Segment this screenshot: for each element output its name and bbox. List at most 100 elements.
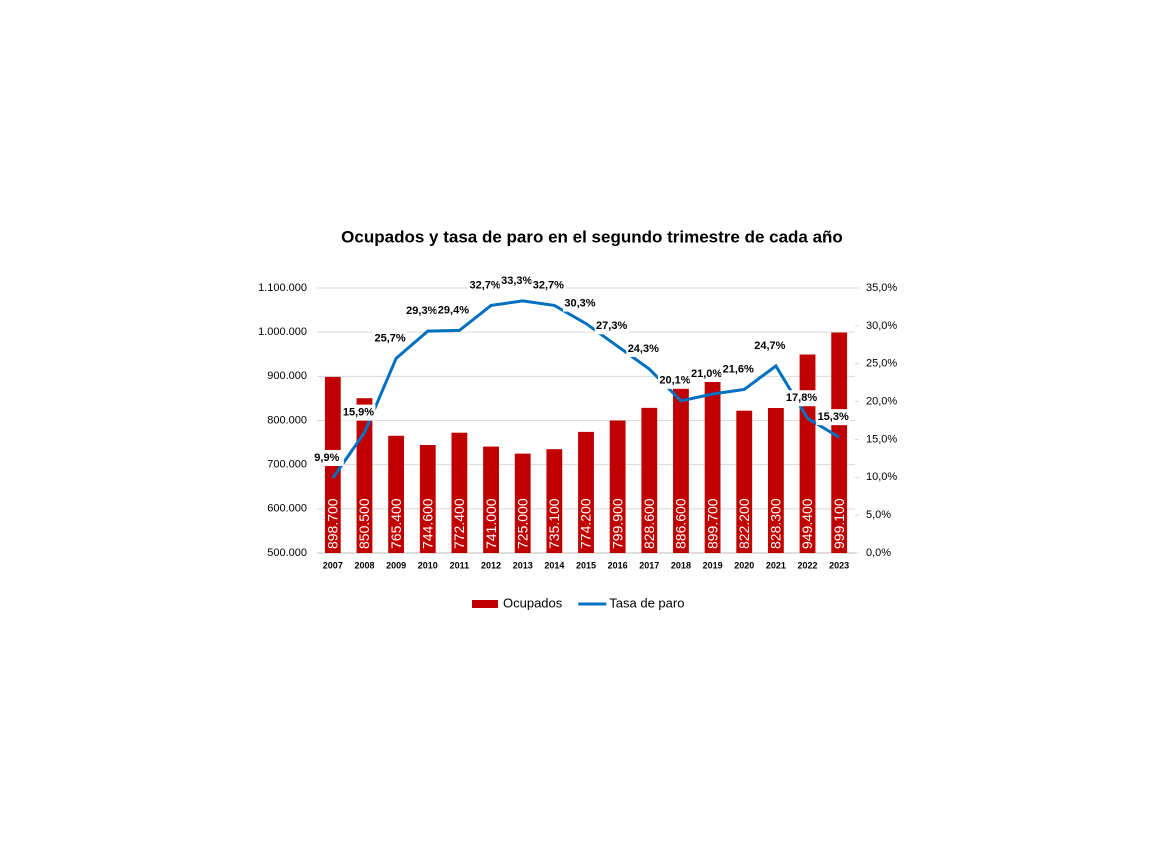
y2-tick-label: 35,0% [866, 282, 897, 294]
chart-title: Ocupados y tasa de paro en el segundo tr… [341, 227, 843, 246]
line-value-label: 9,9% [314, 452, 339, 464]
bar [483, 446, 499, 553]
x-tick-label: 2011 [450, 560, 470, 570]
label-bg [531, 277, 566, 294]
bar-value-label: 850.500 [356, 498, 372, 549]
label-bg [721, 361, 756, 378]
label-bg [373, 330, 408, 347]
y-tick-label: 1.100.000 [258, 282, 307, 294]
y2-tick-label: 30,0% [866, 320, 897, 332]
label-bg [657, 372, 692, 389]
line-value-label: 15,9% [343, 407, 374, 419]
line-value-label: 25,7% [375, 332, 406, 344]
line-value-label: 32,7% [533, 279, 564, 291]
x-tick-label: 2023 [829, 560, 849, 570]
bar-value-label: 828.600 [641, 498, 657, 549]
y2-tick-label: 15,0% [866, 433, 897, 445]
bar-value-label: 898.700 [325, 498, 341, 549]
x-tick-label: 2007 [323, 560, 343, 570]
line-value-label: 17,8% [786, 392, 817, 404]
bar [388, 435, 405, 553]
label-bg [309, 450, 344, 467]
bar [767, 408, 784, 553]
label-bg [468, 277, 503, 294]
x-tick-label: 2019 [703, 560, 723, 570]
y-tick-label: 600.000 [267, 503, 307, 515]
x-tick-label: 2008 [354, 560, 374, 570]
bar [641, 407, 658, 553]
x-tick-label: 2020 [734, 560, 754, 570]
label-bg [499, 272, 534, 289]
bar-value-label: 725.000 [514, 498, 530, 549]
x-tick-label: 2013 [513, 560, 533, 570]
bar-value-label: 828.300 [768, 498, 784, 549]
bar-value-label: 774.200 [578, 498, 594, 549]
label-bg [784, 390, 819, 407]
x-tick-label: 2021 [766, 560, 786, 570]
x-tick-label: 2015 [576, 560, 596, 570]
line-value-label: 29,3% [406, 305, 437, 317]
line-value-label: 21,6% [723, 363, 754, 375]
x-tick-label: 2016 [608, 560, 628, 570]
bar [419, 444, 436, 553]
line-value-label: 33,3% [501, 275, 532, 287]
line-value-label: 21,0% [691, 368, 722, 380]
legend-label: Tasa de paro [609, 595, 684, 610]
x-tick-label: 2017 [639, 560, 659, 570]
line-value-label: 32,7% [469, 279, 500, 291]
line-value-label: 24,7% [754, 340, 785, 352]
line-value-label: 29,4% [438, 304, 469, 316]
y2-tick-label: 20,0% [866, 395, 897, 407]
bar [514, 453, 531, 553]
x-tick-label: 2009 [386, 560, 406, 570]
bar-value-label: 899.700 [704, 498, 720, 549]
line-value-label: 20,1% [659, 375, 690, 387]
y2-tick-label: 5,0% [866, 509, 891, 521]
bar [546, 449, 563, 553]
bar [451, 432, 468, 553]
bar-value-label: 822.200 [736, 498, 752, 549]
line-value-label: 24,3% [628, 343, 659, 355]
bar-value-label: 765.400 [388, 498, 404, 549]
legend-label: Ocupados [503, 595, 563, 610]
label-bg [436, 302, 471, 319]
y-tick-label: 1.000.000 [258, 326, 307, 338]
y-tick-label: 800.000 [267, 414, 307, 426]
label-bg [752, 337, 787, 354]
y2-tick-label: 10,0% [866, 471, 897, 483]
bar-value-label: 744.600 [419, 498, 435, 549]
label-bg [563, 295, 597, 312]
line-value-label: 15,3% [818, 411, 849, 423]
legend-swatch [472, 600, 498, 608]
x-tick-label: 2018 [671, 560, 691, 570]
y-tick-label: 700.000 [267, 459, 307, 471]
y2-tick-label: 0,0% [866, 547, 891, 559]
bar-value-label: 799.900 [609, 498, 625, 549]
bar-value-label: 741.000 [483, 498, 499, 549]
label-bg [626, 341, 661, 358]
x-tick-label: 2010 [418, 560, 438, 570]
line [331, 299, 840, 479]
bar [736, 410, 753, 553]
bar [578, 431, 594, 553]
bar-value-label: 772.400 [451, 498, 467, 549]
bar-value-label: 949.400 [799, 498, 815, 549]
bar [673, 382, 689, 553]
bar [704, 376, 721, 553]
x-tick-label: 2014 [544, 560, 564, 570]
line-value-label: 30,3% [564, 297, 595, 309]
label-bg [594, 318, 629, 335]
bar [609, 420, 626, 553]
bar [831, 332, 848, 553]
label-bg [404, 303, 439, 320]
bar-value-label: 886.600 [673, 498, 689, 549]
bar-value-label: 735.100 [546, 498, 562, 549]
y2-tick-label: 25,0% [866, 358, 897, 370]
x-tick-label: 2012 [481, 560, 501, 570]
y-tick-label: 500.000 [267, 547, 307, 559]
bar-value-label: 999.100 [831, 498, 847, 549]
x-tick-label: 2022 [798, 560, 818, 570]
y-tick-label: 900.000 [267, 370, 307, 382]
label-bg [689, 366, 724, 382]
